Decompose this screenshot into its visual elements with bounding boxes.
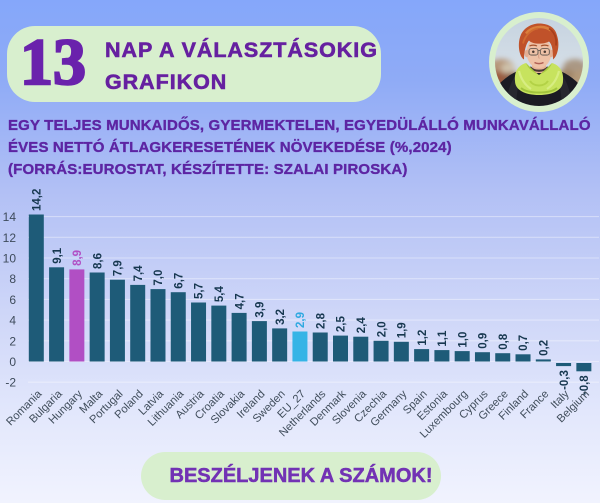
svg-text:8: 8 [9,272,16,286]
svg-text:-0,8: -0,8 [579,375,591,395]
svg-text:7,4: 7,4 [133,265,145,282]
svg-text:6: 6 [9,293,16,307]
svg-text:2,4: 2,4 [356,317,368,334]
svg-text:-0,3: -0,3 [559,370,571,390]
svg-text:4,7: 4,7 [234,293,246,309]
svg-text:8,9: 8,9 [72,250,84,266]
svg-text:4: 4 [9,314,16,328]
svg-text:14: 14 [3,210,17,224]
svg-text:5,7: 5,7 [194,283,206,299]
svg-text:2,9: 2,9 [295,312,307,328]
svg-text:2,8: 2,8 [315,312,327,329]
svg-text:1,2: 1,2 [417,330,429,346]
svg-text:0,8: 0,8 [498,333,510,350]
svg-text:-2: -2 [5,376,16,390]
svg-text:8,6: 8,6 [92,253,104,269]
svg-text:3,9: 3,9 [255,302,267,318]
svg-text:0,2: 0,2 [539,340,551,356]
svg-text:5,4: 5,4 [214,286,226,303]
svg-text:1,0: 1,0 [457,332,469,348]
svg-text:12: 12 [3,231,17,245]
svg-text:1,9: 1,9 [397,322,409,338]
svg-text:3,2: 3,2 [275,309,287,325]
svg-text:2: 2 [9,334,16,348]
svg-text:14,2: 14,2 [32,189,44,211]
svg-text:9,1: 9,1 [52,247,64,264]
svg-text:7,9: 7,9 [113,260,125,276]
svg-text:0,9: 0,9 [478,333,490,349]
svg-text:0,7: 0,7 [518,335,530,351]
svg-text:10: 10 [3,252,17,266]
svg-text:2,0: 2,0 [376,321,388,337]
svg-text:1,1: 1,1 [437,330,449,347]
svg-text:2,5: 2,5 [336,316,348,333]
svg-text:6,7: 6,7 [174,273,186,289]
svg-text:0: 0 [9,355,16,369]
svg-text:7,0: 7,0 [153,270,165,286]
